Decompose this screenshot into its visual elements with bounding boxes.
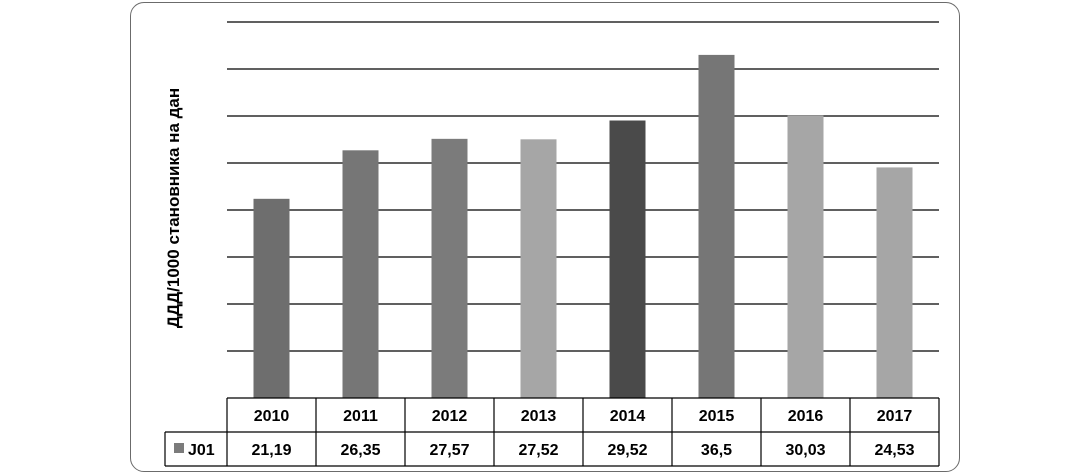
data-label: 26,35 xyxy=(340,442,380,459)
data-label: 36,5 xyxy=(701,442,732,459)
x-tick-label: 2010 xyxy=(254,408,290,425)
bar-2017 xyxy=(876,167,913,398)
data-label: 24,53 xyxy=(874,442,914,459)
data-label: 27,57 xyxy=(429,442,469,459)
x-tick-label: 2013 xyxy=(521,408,557,425)
data-label: 21,19 xyxy=(251,442,291,459)
x-tick-label: 2016 xyxy=(788,408,824,425)
legend-label: J01 xyxy=(188,442,215,459)
x-tick-label: 2015 xyxy=(699,408,735,425)
x-tick-label: 2014 xyxy=(610,408,646,425)
x-tick-label: 2017 xyxy=(877,408,913,425)
bar-2011 xyxy=(342,150,379,398)
bar-2010 xyxy=(253,198,290,398)
x-tick-label: 2012 xyxy=(432,408,468,425)
data-label: 30,03 xyxy=(785,442,825,459)
bar-2015 xyxy=(698,54,735,399)
legend-swatch xyxy=(174,443,184,453)
bar-2012 xyxy=(431,138,468,399)
x-tick-label: 2011 xyxy=(343,408,378,425)
data-label: 27,52 xyxy=(518,442,558,459)
data-label: 29,52 xyxy=(607,442,647,459)
bar-2016 xyxy=(787,115,824,398)
bar-2014 xyxy=(609,120,646,399)
bar-2013 xyxy=(520,139,557,398)
